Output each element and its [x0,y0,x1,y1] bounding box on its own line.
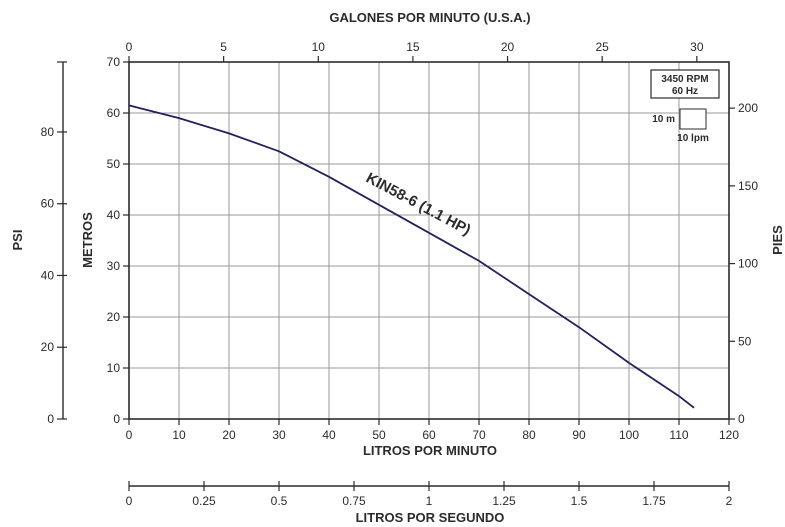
lps-tick-label: 0.25 [192,494,216,508]
psi-tick-label: 0 [47,412,54,426]
y-axis-title: METROS [80,212,95,268]
right-tick-label: 100 [738,257,758,271]
top-tick-label: 0 [126,40,133,54]
pies-axis-title: PIES [770,225,785,255]
x-tick-label: 70 [472,428,486,442]
y-tick-label: 0 [113,412,120,426]
right-tick-label: 150 [738,179,758,193]
lps-tick-label: 1 [426,494,433,508]
psi-tick-label: 20 [41,340,55,354]
scale-square [679,108,707,130]
right-tick-label: 200 [738,101,758,115]
x-tick-label: 60 [422,428,436,442]
lps-tick-label: 1.5 [571,494,588,508]
grid [129,62,729,419]
y-tick-label: 60 [107,106,121,120]
y-tick-label: 10 [107,361,121,375]
lps-tick-label: 1.25 [492,494,516,508]
info-box: 3450 RPM 60 Hz 10 m 10 lpm [650,69,720,144]
lps-tick-label: 2 [726,494,733,508]
bottom-outer-axis-title: LITROS POR SEGUNDO [356,510,505,525]
x-tick-label: 50 [372,428,386,442]
y-tick-label: 20 [107,310,121,324]
lps-tick-label: 1.75 [642,494,666,508]
series-line [128,104,695,409]
x-tick-label: 10 [172,428,186,442]
psi-axis-title: PSI [10,230,25,251]
x-axis-title: LITROS POR MINUTO [363,443,497,458]
top-tick-label: 5 [220,40,227,54]
x-tick-label: 20 [222,428,236,442]
lps-tick-label: 0.75 [342,494,366,508]
y-tick-label: 70 [107,55,121,69]
right-tick-label: 0 [738,412,745,426]
top-tick-label: 30 [690,40,704,54]
right-tick-label: 50 [738,334,752,348]
x-tick-label: 90 [572,428,586,442]
x-tick-label: 80 [522,428,536,442]
top-tick-label: 15 [406,40,420,54]
lps-tick-label: 0 [126,494,133,508]
rpm-text: 3450 RPM [661,74,708,85]
x-tick-label: 0 [126,428,133,442]
scale-m-text: 10 m [652,114,675,125]
rpm-box [650,69,720,99]
top-axis-title: GALONES POR MINUTO (U.S.A.) [329,10,530,25]
top-tick-label: 20 [501,40,515,54]
axes: 0 10 20 30 40 50 60 70 80 90 100 110 120010203040506… [41,40,759,508]
x-tick-label: 120 [719,428,739,442]
psi-tick-label: 80 [41,125,55,139]
psi-tick-label: 40 [41,268,55,282]
psi-tick-label: 60 [41,197,55,211]
x-tick-label: 110 [669,428,688,442]
scale-lpm-text: 10 lpm [677,133,709,144]
x-tick-label: 40 [322,428,336,442]
y-tick-label: 40 [107,208,121,222]
top-tick-label: 10 [312,40,326,54]
x-tick-label: 100 [619,428,639,442]
lps-tick-label: 0.5 [271,494,288,508]
y-tick-label: 30 [107,259,121,273]
top-tick-label: 25 [596,40,610,54]
x-tick-label: 30 [272,428,286,442]
y-tick-label: 50 [107,157,121,171]
series-layer [128,104,695,409]
hz-text: 60 Hz [672,86,698,97]
